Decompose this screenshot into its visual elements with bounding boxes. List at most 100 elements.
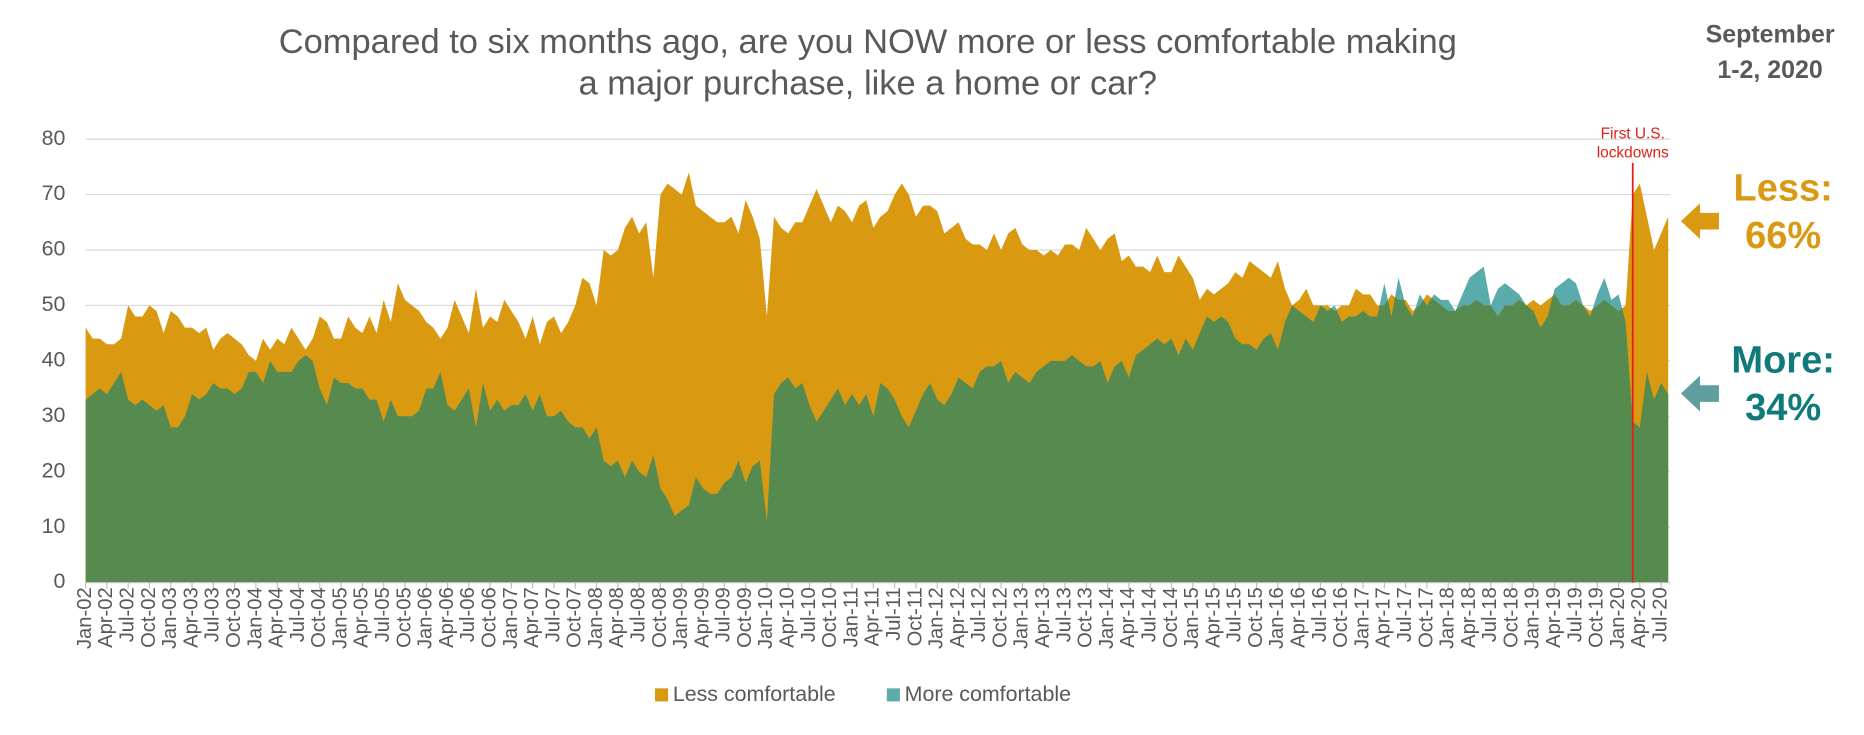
x-tick-label: Jul-09	[713, 587, 735, 642]
x-tick-label: Jan-10	[755, 587, 777, 649]
x-tick-label: Oct-09	[734, 587, 756, 648]
x-tick-label: Apr-07	[521, 587, 543, 648]
x-tick-label: Oct-15	[1245, 587, 1267, 648]
x-tick-label: Jul-08	[628, 587, 650, 642]
x-tick-label: Jan-15	[1181, 587, 1203, 649]
callout-value: 34%	[1745, 387, 1821, 429]
plot-area	[85, 172, 1669, 583]
x-tick-label: Jan-20	[1607, 587, 1629, 649]
y-tick-label: 80	[42, 126, 66, 150]
x-tick-label: Jul-20	[1649, 587, 1671, 642]
lockdown-label: First U.S.	[1601, 125, 1665, 142]
x-tick-label: Oct-05	[393, 587, 415, 648]
x-tick-label: Jan-06	[415, 587, 437, 649]
chart-title: Compared to six months ago, are you NOW …	[279, 23, 1457, 103]
legend-swatch	[655, 688, 669, 702]
x-tick-label: Jan-03	[159, 587, 181, 649]
callout-label: Less:	[1733, 167, 1832, 209]
y-tick-label: 30	[42, 403, 66, 427]
x-tick-label: Jul-07	[542, 587, 564, 642]
x-tick-label: Apr-06	[436, 587, 458, 648]
x-tick-label: Jul-12	[968, 587, 990, 642]
x-tick-label: Oct-19	[1586, 587, 1608, 648]
x-tick-label: Jan-14	[1096, 587, 1118, 649]
x-tick-label: Apr-04	[266, 587, 288, 648]
legend-label: Less comfortable	[673, 682, 836, 706]
x-tick-label: Jul-10	[798, 587, 820, 642]
y-tick-label: 10	[42, 514, 66, 538]
x-tick-label: Oct-18	[1500, 587, 1522, 648]
x-tick-label: Oct-12	[989, 587, 1011, 648]
x-tick-label: Oct-02	[138, 587, 160, 648]
x-tick-label: Jul-06	[457, 587, 479, 642]
x-tick-label: Jul-15	[1224, 587, 1246, 642]
x-tick-label: Apr-17	[1373, 587, 1395, 648]
x-tick-label: Apr-16	[1288, 587, 1310, 648]
x-tick-label: Jul-13	[1053, 587, 1075, 642]
y-tick-label: 50	[42, 292, 66, 316]
x-tick-label: Jan-12	[926, 587, 948, 649]
x-tick-label: Jan-17	[1351, 587, 1373, 649]
lockdown-label: lockdowns	[1597, 144, 1669, 161]
subtitle: September	[1706, 20, 1835, 48]
x-tick-label: Apr-19	[1543, 587, 1565, 648]
x-tick-label: Oct-03	[223, 587, 245, 648]
x-tick-label: Jul-18	[1479, 587, 1501, 642]
x-tick-label: Oct-07	[564, 587, 586, 648]
x-tick-label: Jul-03	[202, 587, 224, 642]
area-overlap	[85, 266, 1669, 583]
callout-arrow	[1680, 203, 1719, 239]
x-tick-label: Oct-11	[904, 587, 926, 646]
x-tick-label: Jul-16	[1309, 587, 1331, 642]
x-tick-label: Jan-13	[1011, 587, 1033, 649]
x-tick-label: Oct-08	[649, 587, 671, 648]
x-tick-label: Apr-05	[351, 587, 373, 648]
x-tick-label: Apr-13	[1032, 587, 1054, 648]
x-tick-label: Apr-18	[1458, 587, 1480, 648]
y-tick-label: 60	[42, 237, 66, 261]
x-tick-label: Jan-09	[670, 587, 692, 649]
x-tick-label: Jul-11	[883, 587, 905, 640]
x-tick-label: Jan-18	[1437, 587, 1459, 649]
title-line: Compared to six months ago, are you NOW …	[279, 23, 1457, 61]
legend-label: More comfortable	[905, 682, 1071, 706]
x-tick-label: Jul-19	[1564, 587, 1586, 642]
x-tick-label: Oct-06	[478, 587, 500, 648]
x-tick-label: Oct-04	[308, 587, 330, 648]
legend-swatch	[886, 688, 900, 702]
x-tick-label: Jul-04	[287, 587, 309, 642]
x-tick-label: Oct-17	[1415, 587, 1437, 648]
x-tick-label: Apr-12	[947, 587, 969, 648]
subtitle: 1-2, 2020	[1717, 56, 1822, 84]
x-tick-label: Jul-05	[372, 587, 394, 642]
x-tick-label: Jan-16	[1266, 587, 1288, 649]
x-tick-label: Oct-16	[1330, 587, 1352, 648]
x-tick-label: Apr-02	[95, 587, 117, 648]
x-tick-label: Jan-02	[74, 587, 96, 649]
x-tick-label: Jan-11	[840, 587, 862, 647]
x-tick-label: Oct-14	[1160, 587, 1182, 648]
callout-label: More:	[1731, 340, 1835, 382]
x-tick-label: Apr-08	[606, 587, 628, 648]
x-tick-label: Apr-14	[1117, 587, 1139, 648]
x-tick-label: Apr-10	[777, 587, 799, 648]
y-tick-label: 20	[42, 458, 66, 482]
y-tick-label: 0	[53, 569, 65, 593]
x-tick-label: Apr-20	[1628, 587, 1650, 648]
annotations: First U.S. lockdowns Less comfortable More …	[655, 125, 1835, 706]
y-tick-label: 70	[42, 181, 66, 205]
x-tick-label: Jan-19	[1522, 587, 1544, 649]
x-tick-label: Apr-03	[180, 587, 202, 648]
x-tick-label: Jan-05	[329, 587, 351, 649]
x-tick-label: Oct-10	[819, 587, 841, 648]
x-tick-label: Jul-02	[117, 587, 139, 642]
x-tick-label: Oct-13	[1075, 587, 1097, 648]
chart-title-group: Compared to six months ago, are you NOW …	[279, 20, 1835, 102]
callout-value: 66%	[1745, 215, 1821, 257]
x-tick-label: Jan-07	[500, 587, 522, 649]
x-tick-label: Apr-11	[862, 587, 884, 646]
x-tick-label: Jan-08	[585, 587, 607, 649]
callout-arrow	[1680, 375, 1719, 412]
